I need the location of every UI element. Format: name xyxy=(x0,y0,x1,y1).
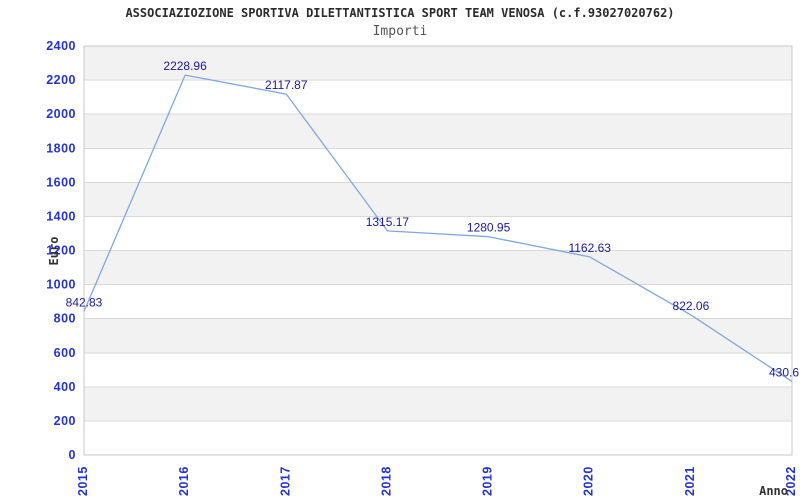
plot-band xyxy=(84,148,792,183)
plot-border xyxy=(83,45,793,456)
x-tick-label: 2018 xyxy=(379,466,393,496)
point-label: 430.6 xyxy=(769,366,799,380)
plot-band xyxy=(84,114,792,149)
point-label: 2117.87 xyxy=(265,78,308,92)
point-label: 1162.63 xyxy=(568,241,611,255)
data-line xyxy=(83,74,793,383)
y-tick-label: 1200 xyxy=(46,244,76,258)
point-label: 822.06 xyxy=(673,299,710,313)
y-tick-label: 800 xyxy=(54,312,76,326)
plot-band xyxy=(84,352,792,387)
y-tick-label: 1600 xyxy=(46,175,76,189)
y-tick-label: 1400 xyxy=(46,209,76,223)
y-tick-label: 400 xyxy=(54,380,76,394)
point-label: 1280.95 xyxy=(467,221,511,235)
x-axis-title: Anno xyxy=(759,484,788,498)
point-label: 1315.17 xyxy=(366,215,410,229)
y-tick-label: 2000 xyxy=(46,107,76,121)
y-axis-title: Euro xyxy=(47,236,61,266)
point-label: 842.83 xyxy=(66,295,103,309)
x-tick-label: 2016 xyxy=(177,466,191,496)
plot-band xyxy=(84,386,792,421)
chart-subtitle: Importi xyxy=(372,24,428,39)
y-tick-label: 600 xyxy=(54,346,76,360)
x-tick-label: 2017 xyxy=(278,466,292,496)
plot-band xyxy=(84,420,792,455)
y-tick-label: 2200 xyxy=(46,73,76,87)
x-tick-label: 2020 xyxy=(582,466,596,496)
y-tick-label: 0 xyxy=(69,448,76,462)
point-label: 2228.96 xyxy=(163,59,207,73)
plot-band xyxy=(84,80,792,115)
plot-band xyxy=(84,250,792,285)
y-tick-label: 200 xyxy=(54,414,76,428)
x-tick-label: 2015 xyxy=(76,466,90,496)
plot-band xyxy=(84,284,792,319)
chart-title: ASSOCIAZIOZIONE SPORTIVA DILETTANTISTICA… xyxy=(125,6,675,20)
y-tick-label: 1800 xyxy=(46,141,76,155)
plot-band xyxy=(84,182,792,217)
y-tick-label: 2400 xyxy=(46,39,76,53)
x-tick-label: 2022 xyxy=(784,466,798,496)
y-tick-label: 1000 xyxy=(46,278,76,292)
plot-band xyxy=(84,46,792,81)
x-tick-label: 2019 xyxy=(481,466,495,496)
x-tick-label: 2021 xyxy=(683,466,697,496)
plot-band xyxy=(84,318,792,353)
